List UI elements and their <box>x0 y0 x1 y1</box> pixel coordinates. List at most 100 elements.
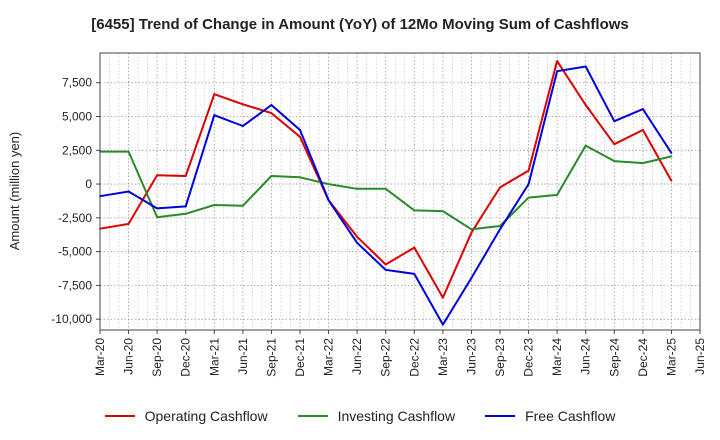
data-point-operating-cashflow <box>584 104 587 106</box>
data-point-free-cashflow <box>270 104 273 106</box>
x-tick-label: Sep-20 <box>150 338 164 377</box>
data-point-free-cashflow <box>670 152 673 154</box>
y-tick-label: -5,000 <box>58 245 92 259</box>
x-tick-label: Jun-21 <box>236 338 250 375</box>
data-point-investing-cashflow <box>299 176 301 179</box>
x-tick-label: Mar-24 <box>550 338 564 376</box>
data-point-investing-cashflow <box>441 210 444 212</box>
data-point-operating-cashflow <box>670 179 673 182</box>
x-tick-label: Dec-20 <box>179 338 193 377</box>
data-point-investing-cashflow <box>356 187 359 190</box>
data-point-operating-cashflow <box>413 246 416 249</box>
data-point-investing-cashflow <box>156 216 159 219</box>
data-point-investing-cashflow <box>641 162 644 165</box>
data-point-free-cashflow <box>470 277 473 279</box>
legend-item-free-cashflow: Free Cashflow <box>485 408 615 424</box>
y-tick-label: 5,000 <box>62 110 92 124</box>
x-tick-label: Mar-21 <box>207 338 221 376</box>
legend-item-investing-cashflow: Investing Cashflow <box>297 408 456 424</box>
data-point-operating-cashflow <box>613 143 616 146</box>
x-tick-label: Jun-23 <box>464 338 478 375</box>
series-layer <box>99 60 673 326</box>
data-point-free-cashflow <box>641 108 644 110</box>
data-point-free-cashflow <box>213 114 216 117</box>
data-point-investing-cashflow <box>327 183 330 185</box>
chart-legend: Operating Cashflow Investing Cashflow Fr… <box>0 405 720 427</box>
data-point-free-cashflow <box>527 183 530 185</box>
data-point-free-cashflow <box>556 70 559 73</box>
data-point-free-cashflow <box>327 199 330 202</box>
data-point-investing-cashflow <box>527 196 530 199</box>
data-point-investing-cashflow <box>384 187 387 190</box>
data-point-investing-cashflow <box>670 155 673 158</box>
data-point-operating-cashflow <box>213 93 216 96</box>
x-tick-label: Dec-24 <box>636 338 650 377</box>
data-point-investing-cashflow <box>470 228 473 231</box>
data-point-free-cashflow <box>356 241 359 244</box>
data-point-investing-cashflow <box>127 150 130 153</box>
x-tick-label: Mar-20 <box>93 338 107 376</box>
data-point-operating-cashflow <box>499 186 501 189</box>
y-tick-label: 0 <box>85 177 92 191</box>
legend-swatch-operating <box>104 415 135 417</box>
data-point-free-cashflow <box>413 273 416 275</box>
x-tick-label: Sep-21 <box>264 338 278 377</box>
x-tick-label: Jun-22 <box>350 338 364 375</box>
x-tick-label: Sep-23 <box>493 338 507 377</box>
y-axis-ticks: 7,500 5,000 2,500 0 -2,500 -5,000 -7,500 -10,00… <box>51 76 100 326</box>
y-tick-label: 2,500 <box>62 143 92 157</box>
data-point-free-cashflow <box>499 228 501 231</box>
data-point-investing-cashflow <box>270 175 273 177</box>
y-tick-label: 7,500 <box>62 76 92 90</box>
data-point-operating-cashflow <box>156 174 159 177</box>
x-tick-label: Dec-22 <box>407 338 421 377</box>
data-point-free-cashflow <box>384 268 387 271</box>
x-tick-label: Mar-23 <box>436 338 450 376</box>
data-point-operating-cashflow <box>184 175 187 177</box>
y-axis-label: Amount (million yen) <box>7 132 22 251</box>
y-tick-label: -10,000 <box>51 312 92 326</box>
data-point-free-cashflow <box>127 190 130 193</box>
legend-swatch-free <box>485 415 516 417</box>
data-point-operating-cashflow <box>127 223 130 225</box>
legend-label-investing: Investing Cashflow <box>337 408 456 424</box>
data-point-operating-cashflow <box>556 60 559 63</box>
plot-frame <box>99 52 701 331</box>
x-tick-label: Mar-25 <box>664 338 678 376</box>
y-tick-label: -2,500 <box>58 211 92 225</box>
data-point-free-cashflow <box>156 207 159 210</box>
data-point-operating-cashflow <box>470 231 473 234</box>
data-point-investing-cashflow <box>213 204 216 206</box>
legend-swatch-investing <box>297 415 328 417</box>
x-tick-label: Jun-24 <box>579 338 593 375</box>
x-axis-ticks: Mar-20 Jun-20 Sep-20 Dec-20 Mar-21 Jun-21 Sep-… <box>93 330 707 377</box>
data-point-investing-cashflow <box>584 144 587 147</box>
data-point-free-cashflow <box>613 120 616 123</box>
data-point-investing-cashflow <box>556 193 559 196</box>
data-point-free-cashflow <box>584 65 587 68</box>
data-point-investing-cashflow <box>499 225 501 227</box>
data-point-operating-cashflow <box>641 129 644 131</box>
y-tick-label: -7,500 <box>58 278 92 292</box>
data-point-operating-cashflow <box>270 112 273 115</box>
x-tick-label: Mar-22 <box>322 338 336 376</box>
data-point-investing-cashflow <box>184 212 187 215</box>
data-point-free-cashflow <box>299 129 301 131</box>
data-point-operating-cashflow <box>356 235 359 238</box>
data-point-operating-cashflow <box>241 103 244 106</box>
data-point-operating-cashflow <box>299 135 301 138</box>
x-tick-label: Sep-22 <box>379 338 393 377</box>
x-tick-label: Dec-23 <box>522 338 536 377</box>
data-point-investing-cashflow <box>241 204 244 207</box>
data-point-free-cashflow <box>441 323 444 326</box>
data-point-free-cashflow <box>241 125 244 127</box>
data-point-investing-cashflow <box>413 209 416 212</box>
x-tick-label: Jun-25 <box>693 338 707 375</box>
data-point-free-cashflow <box>184 205 187 208</box>
legend-label-operating: Operating Cashflow <box>144 408 268 424</box>
x-tick-label: Dec-21 <box>293 338 307 377</box>
grid-layer <box>100 53 700 330</box>
data-point-investing-cashflow <box>613 160 616 162</box>
legend-item-operating-cashflow: Operating Cashflow <box>104 408 268 424</box>
